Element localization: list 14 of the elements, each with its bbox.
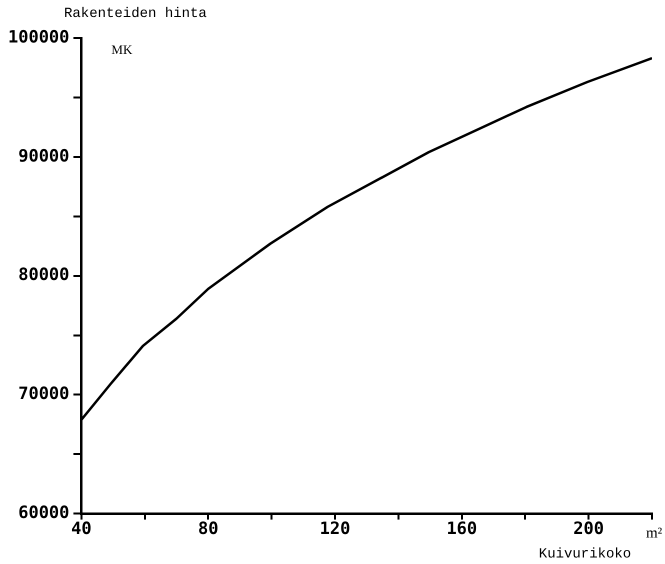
y-tick-label: 80000 <box>18 265 70 286</box>
text: m² <box>646 526 663 542</box>
y-tick-label: 100000 <box>8 27 70 48</box>
chart-title: Rakenteiden hinta <box>64 6 207 22</box>
y-tick-label: 60000 <box>18 503 70 524</box>
x-tick-label: 120 <box>320 519 350 540</box>
x-tick-label: 200 <box>573 519 604 540</box>
x-tick-label: 160 <box>446 519 478 540</box>
y-axis-title: MK <box>111 42 133 57</box>
x-tick-label: 80 <box>198 519 218 540</box>
y-tick-label: 70000 <box>18 384 70 404</box>
y-tick-label: 90000 <box>18 146 70 166</box>
x-tick-label: 40 <box>71 519 92 540</box>
x-axis-title: Kuivurikoko <box>538 546 632 563</box>
